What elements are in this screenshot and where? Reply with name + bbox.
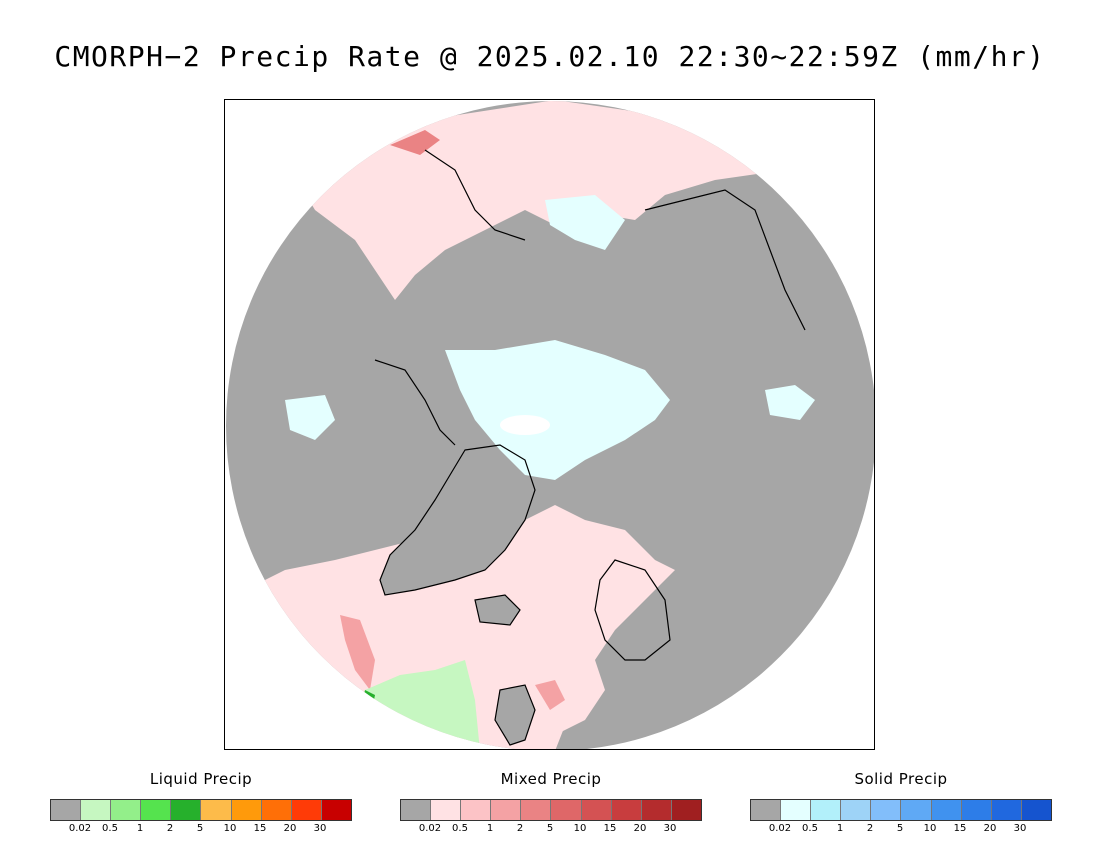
solid-precip-siberia-patch [765,385,815,420]
solid-precip-arctic-ice [445,340,670,480]
legend-tick-label: 15 [253,823,267,834]
legend-tick-label: 5 [546,823,554,834]
greenland-land [380,445,535,595]
coastline-alaska [424,149,526,241]
legend-swatch [871,800,902,820]
legend-swatch [231,800,262,820]
legend-swatch [431,800,462,820]
legend-tick-label: 10 [573,823,587,834]
legend-swatch [141,800,172,820]
legend-swatch [751,800,782,820]
legend-tick-label: 30 [1013,823,1027,834]
coastline-canada-archipelago [374,359,456,446]
legend-swatch [581,800,612,820]
legend-swatch [841,800,872,820]
legend-tick-label: 20 [633,823,647,834]
coastline-scandinavia [594,559,671,661]
legend-swatch [171,800,202,820]
legend-tick-label: 0.02 [68,823,92,834]
legend-swatch [321,800,351,820]
legend-swatch [781,800,812,820]
legend-color-bar [750,799,1052,821]
legend-tick-row: 0.02 0.5 1 2 5 10 15 20 30 [400,823,700,837]
legend-swatch [521,800,552,820]
mixed-precip-streak-north-sea [535,680,565,710]
legend-tick-label: 2 [516,823,524,834]
legend-tick-label: 5 [896,823,904,834]
legend-swatch [201,800,232,820]
legend-liquid-precip: Liquid Precip 0.02 0.5 1 2 5 10 15 20 30 [50,770,352,837]
legend-tick-label: 0.5 [102,823,118,834]
legend-tick-row: 0.02 0.5 1 2 5 10 15 20 30 [750,823,1050,837]
solid-precip-canada-patch [285,395,335,440]
legend-swatch [931,800,962,820]
legend-title: Solid Precip [854,770,948,788]
legend-tick-label: 15 [953,823,967,834]
legend-swatch [51,800,82,820]
legend-tick-row: 0.02 0.5 1 2 5 10 15 20 30 [50,823,350,837]
legend-tick-label: 20 [983,823,997,834]
legend-swatch [491,800,522,820]
legend-swatch [461,800,492,820]
legend-tick-label: 30 [313,823,327,834]
legend-tick-label: 2 [166,823,174,834]
legend-tick-label: 30 [663,823,677,834]
legend-swatch [811,800,842,820]
legend-tick-label: 0.02 [768,823,792,834]
legend-solid-precip: Solid Precip 0.02 0.5 1 2 5 10 15 20 30 [750,770,1052,837]
solid-precip-pole-center [500,415,550,435]
legend-tick-label: 0.5 [802,823,818,834]
legend-tick-label: 0.5 [452,823,468,834]
coastline-uk [494,684,536,746]
legend-tick-label: 5 [196,823,204,834]
legend-tick-label: 1 [136,823,144,834]
legend-swatch [261,800,292,820]
mixed-precip-streak-alaska [390,130,440,155]
legend-swatch [401,800,432,820]
legend-tick-label: 2 [866,823,874,834]
coastline-siberia [644,189,806,331]
legend-swatch [111,800,142,820]
legend-tick-label: 1 [836,823,844,834]
legend-color-bar [400,799,702,821]
legend-tick-label: 10 [923,823,937,834]
legend-tick-label: 10 [223,823,237,834]
solid-precip-bering [545,195,625,250]
coastline-iceland [474,594,521,626]
legend-tick-label: 15 [603,823,617,834]
legend-swatch [901,800,932,820]
legend-title: Mixed Precip [500,770,602,788]
legend-color-bar [50,799,352,821]
legend-mixed-precip: Mixed Precip 0.02 0.5 1 2 5 10 15 20 30 [400,770,702,837]
map-panel [224,99,875,750]
legend-swatch [671,800,701,820]
legend-swatch [641,800,672,820]
legend-swatch [961,800,992,820]
legend-swatch [551,800,582,820]
legend-swatch [291,800,322,820]
legend-tick-label: 1 [486,823,494,834]
legend-title: Liquid Precip [149,770,253,788]
map-title: CMORPH−2 Precip Rate @ 2025.02.10 22:30~… [54,40,1046,73]
legend-tick-label: 0.02 [418,823,442,834]
polar-precip-map [226,101,874,749]
legend-swatch [81,800,112,820]
legend-swatch [611,800,642,820]
legend-swatch [991,800,1022,820]
legend-swatch [1021,800,1051,820]
coastline-greenland [379,444,536,596]
legend-tick-label: 20 [283,823,297,834]
mixed-precip-streak-atlantic [340,615,375,690]
